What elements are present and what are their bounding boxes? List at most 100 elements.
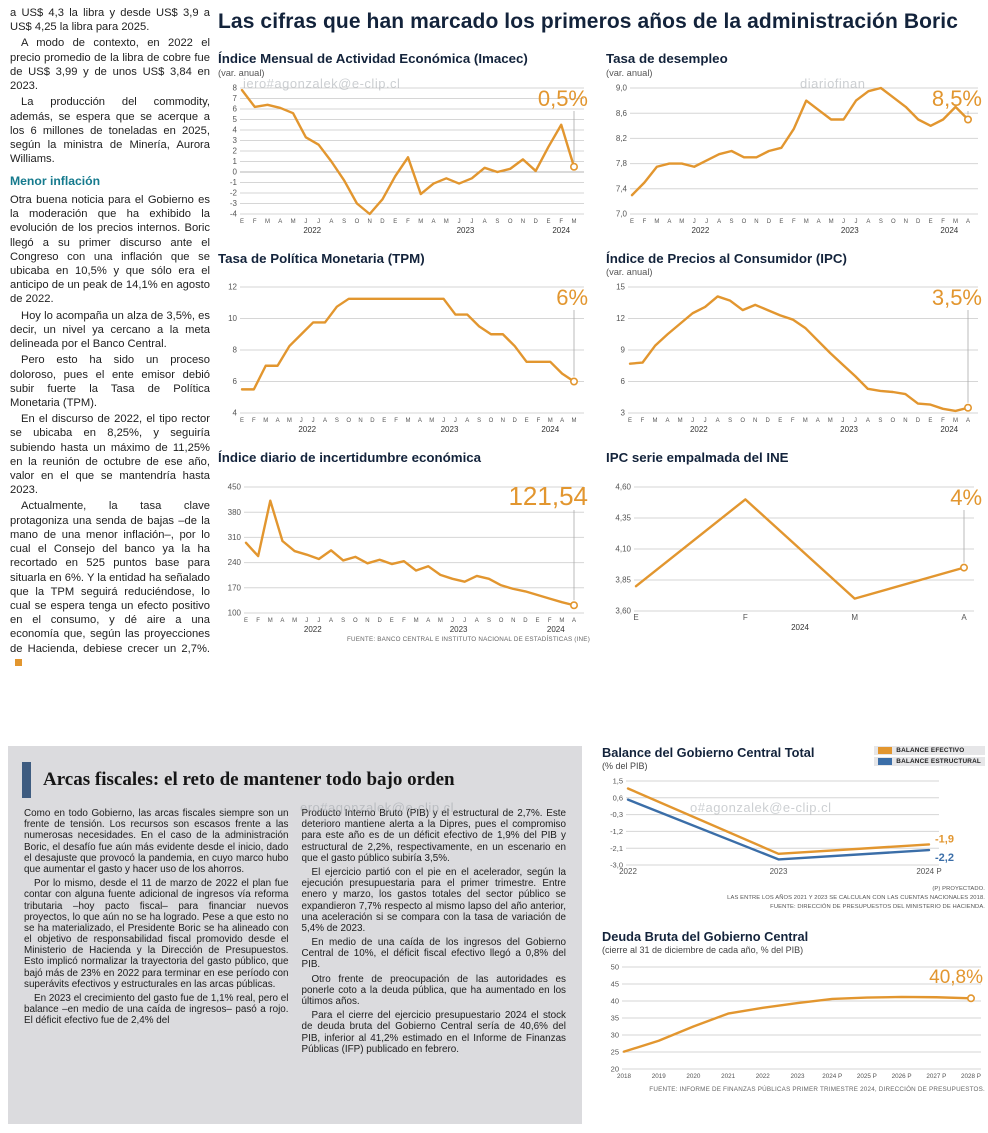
svg-text:M: M: [572, 418, 577, 424]
svg-text:8,2: 8,2: [616, 134, 628, 143]
svg-text:J: J: [458, 219, 461, 225]
svg-text:J: J: [317, 618, 320, 624]
paragraph: En medio de una caída de los ingresos de…: [301, 937, 567, 971]
svg-text:D: D: [534, 219, 539, 225]
svg-text:0,5%: 0,5%: [538, 86, 588, 111]
chart-subtitle: (var. anual): [606, 267, 653, 278]
svg-text:2023: 2023: [441, 425, 459, 434]
paragraph: a US$ 4,3 la libra y desde US$ 3,9 a US$…: [10, 7, 210, 34]
svg-text:E: E: [779, 219, 783, 225]
svg-text:M: M: [804, 219, 809, 225]
svg-text:E: E: [244, 618, 248, 624]
svg-text:N: N: [521, 219, 525, 225]
svg-text:S: S: [495, 219, 499, 225]
svg-text:M: M: [268, 618, 273, 624]
fiscal-columns: Como en todo Gobierno, las arcas fiscale…: [8, 808, 582, 1058]
svg-text:-3: -3: [230, 199, 238, 208]
paragraph: En 2023 el crecimiento del gasto fue de …: [24, 993, 289, 1027]
svg-text:310: 310: [228, 533, 242, 542]
chart-subtitle: [606, 467, 984, 479]
svg-text:A: A: [866, 418, 870, 424]
svg-text:J: J: [470, 219, 473, 225]
svg-text:3,85: 3,85: [615, 575, 631, 584]
svg-text:35: 35: [611, 1014, 619, 1023]
paragraph: Actualmente, la tasa clave protagoniza u…: [10, 499, 210, 670]
svg-text:-0,3: -0,3: [610, 810, 623, 819]
svg-text:E: E: [240, 418, 244, 424]
svg-text:S: S: [477, 418, 481, 424]
svg-text:S: S: [341, 618, 345, 624]
svg-text:6: 6: [233, 104, 238, 113]
svg-text:M: M: [444, 219, 449, 225]
svg-text:D: D: [523, 618, 528, 624]
svg-text:A: A: [278, 219, 282, 225]
svg-text:F: F: [537, 418, 541, 424]
svg-text:2022: 2022: [692, 226, 710, 235]
svg-text:J: J: [855, 219, 858, 225]
svg-text:2024: 2024: [552, 226, 570, 235]
svg-text:E: E: [382, 418, 386, 424]
svg-text:D: D: [370, 418, 375, 424]
svg-text:5: 5: [233, 115, 238, 124]
svg-text:J: J: [854, 418, 857, 424]
svg-text:4: 4: [233, 409, 238, 418]
svg-text:D: D: [377, 618, 382, 624]
svg-text:A: A: [666, 418, 670, 424]
balance-chart: 1,5 0,6 -0,3 -1,2 -2,1 -3,0 2022 2023 2024 P -1,9…: [602, 773, 985, 883]
incertidumbre-chart: 450 380 310 240 170 100 E F M A M J J A S O N D E F M A M J J A S O…: [218, 479, 590, 635]
svg-text:6: 6: [233, 377, 238, 386]
svg-text:S: S: [879, 219, 883, 225]
svg-text:2022: 2022: [619, 867, 637, 876]
svg-text:N: N: [501, 418, 505, 424]
svg-text:M: M: [429, 418, 434, 424]
svg-text:D: D: [916, 219, 921, 225]
legend-item-estructural: BALANCE ESTRUCTURAL: [874, 757, 985, 766]
svg-text:J: J: [305, 618, 308, 624]
svg-text:2023: 2023: [840, 425, 858, 434]
svg-text:F: F: [743, 613, 748, 622]
page-title: Las cifras que han marcado los primeros …: [218, 10, 958, 33]
svg-text:4: 4: [233, 125, 238, 134]
svg-text:J: J: [317, 219, 320, 225]
svg-text:J: J: [841, 418, 844, 424]
svg-text:N: N: [365, 618, 369, 624]
svg-text:J: J: [312, 418, 315, 424]
svg-text:F: F: [256, 618, 260, 624]
svg-text:A: A: [817, 219, 821, 225]
article-subhead: Menor inflación: [10, 174, 101, 189]
svg-text:M: M: [678, 418, 683, 424]
svg-text:A: A: [426, 618, 430, 624]
paragraph: Otro frente de preocupación de las autor…: [301, 973, 567, 1007]
svg-text:E: E: [928, 418, 932, 424]
svg-text:8,6: 8,6: [616, 108, 628, 117]
svg-text:F: F: [252, 418, 256, 424]
footnote: LAS ENTRE LOS AÑOS 2021 Y 2023 SE CALCUL…: [727, 895, 985, 902]
svg-text:-2,2: -2,2: [935, 852, 954, 864]
svg-text:A: A: [717, 219, 721, 225]
svg-text:A: A: [418, 418, 422, 424]
svg-text:50: 50: [611, 963, 619, 972]
balance-footnotes: (P) PROYECTADO. LAS ENTRE LOS AÑOS 2021 …: [602, 885, 985, 912]
svg-text:E: E: [393, 219, 397, 225]
chart-card-imacec: Índice Mensual de Actividad Económica (I…: [218, 51, 590, 236]
svg-text:2024: 2024: [940, 226, 958, 235]
chart-subtitle: (% del PIB): [602, 761, 648, 772]
svg-text:2: 2: [233, 146, 238, 155]
chart-grid: Índice Mensual de Actividad Económica (I…: [218, 51, 984, 643]
svg-text:J: J: [691, 418, 694, 424]
svg-text:N: N: [753, 418, 757, 424]
svg-text:-1: -1: [230, 178, 238, 187]
svg-text:M: M: [953, 219, 958, 225]
paragraph: Como en todo Gobierno, las arcas fiscale…: [24, 808, 289, 875]
paragraph: En el discurso de 2022, el tipo rector s…: [10, 413, 210, 497]
svg-text:E: E: [630, 219, 634, 225]
left-article-column: a US$ 4,3 la libra y desde US$ 3,9 a US$…: [10, 6, 210, 672]
svg-text:A: A: [560, 418, 564, 424]
fiscal-headline: Arcas fiscales: el reto de mantener todo…: [43, 769, 455, 790]
svg-text:A: A: [483, 219, 487, 225]
svg-text:E: E: [390, 618, 394, 624]
svg-text:F: F: [941, 418, 945, 424]
svg-text:4,10: 4,10: [615, 544, 631, 553]
